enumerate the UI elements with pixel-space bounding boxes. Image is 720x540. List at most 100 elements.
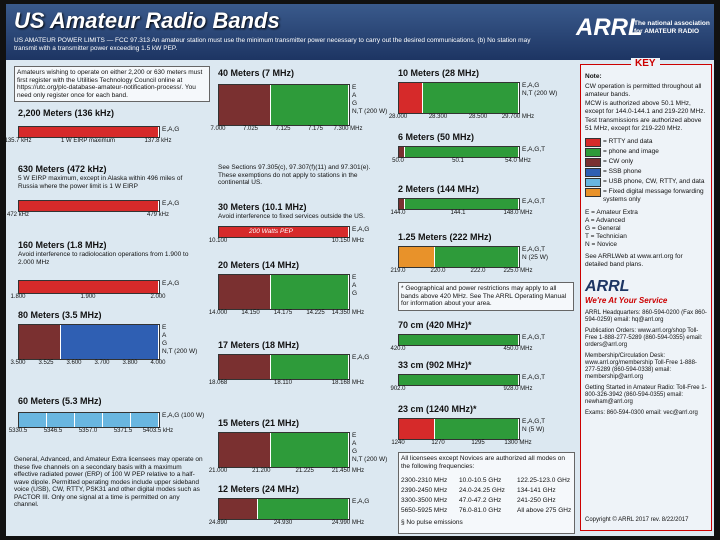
all-modes-cell: 24.0-24.25 GHz <box>459 487 505 494</box>
band-frequency: 24.930 <box>273 520 293 526</box>
band-frequency: 7.125 <box>275 126 291 132</box>
band-segment <box>399 147 404 157</box>
band-segment <box>399 83 422 113</box>
band-frequency: 1 W EIRP maximum <box>61 138 115 144</box>
key-note: Note: <box>585 73 602 80</box>
band-segment <box>423 83 518 113</box>
band-title: 12 Meters (24 MHz) <box>218 484 300 494</box>
all-modes-cell: All above 275 GHz <box>517 507 572 514</box>
band-frequency: 10.100 <box>208 238 228 244</box>
all-modes-cell: 122.25-123.0 GHz <box>517 477 571 484</box>
key-swatch <box>585 188 601 197</box>
band-frequency: 5346.5 <box>43 428 63 434</box>
key-swatch <box>585 158 601 167</box>
key-web: See ARRLWeb at www.arrl.org for detailed… <box>585 253 683 268</box>
band-frequency: 7.025 <box>242 126 259 132</box>
band-segment <box>399 335 518 345</box>
band-title: 15 Meters (21 MHz) <box>218 418 300 428</box>
band-privilege: E <box>352 274 357 281</box>
band-frequency: 21.000 <box>208 468 228 474</box>
band-frequency: 5330.5 <box>8 428 28 434</box>
band-privilege: E,A,G <box>352 354 370 361</box>
band-privilege: N,T (200 W) <box>352 108 388 115</box>
band-title: 80 Meters (3.5 MHz) <box>18 310 102 320</box>
key-note: Test transmissions are authorized above … <box>585 117 702 132</box>
band-title: 160 Meters (1.8 MHz) <box>18 240 107 250</box>
title: US Amateur Radio Bands <box>14 8 280 33</box>
key-panel: KEY Note: CW operation is permitted throu… <box>580 58 712 531</box>
band-segment <box>61 325 158 359</box>
band-frequency: 54.0 MHz <box>505 158 531 164</box>
band-frequency: 28.300 <box>428 114 448 120</box>
band-privilege: N,T (200 W) <box>162 348 198 355</box>
all-modes-footnote: § No pulse emissions <box>401 519 463 526</box>
band-frequency: 928.0 MHz <box>503 386 533 392</box>
band-frequency: 14.175 <box>273 310 293 316</box>
band-bar <box>398 146 520 158</box>
band-privilege: E,A,G,T <box>522 198 546 205</box>
band-frequency: 14.225 <box>306 310 325 316</box>
band-frequency: 3.800 <box>122 360 138 366</box>
band-frequency: 1.800 <box>10 294 26 300</box>
band-bar <box>18 280 160 294</box>
band-privilege: A <box>352 282 357 289</box>
band-privilege: E <box>162 324 167 331</box>
band-frequency: 18.110 <box>274 380 292 386</box>
registration-note: Amateurs wishing to operate on either 2,… <box>14 66 210 102</box>
band-title: 30 Meters (10.1 MHz) <box>218 202 307 212</box>
band-frequency: 10.150 MHz <box>331 238 365 244</box>
band-segment <box>399 375 518 385</box>
band-bar <box>398 82 520 114</box>
key-swatch <box>585 168 601 177</box>
all-modes-cell: 47.0-47.2 GHz <box>459 497 502 504</box>
band-segment <box>19 127 158 137</box>
band-privilege: E <box>352 84 357 91</box>
contact-name: ARRL <box>585 278 630 295</box>
band-bar <box>18 200 160 212</box>
band-privilege: N (5 W) <box>522 426 545 433</box>
band-bar <box>18 324 160 360</box>
key-class: N = Novice <box>585 241 617 248</box>
logo-tagline: The national association for AMATEUR RAD… <box>634 20 710 35</box>
band-bar <box>218 432 350 468</box>
contact-line: Getting Started in Amateur Radio: Toll-F… <box>585 385 707 405</box>
band-segment <box>19 325 60 359</box>
band-frequency: 3.700 <box>94 360 110 366</box>
band-frequency: 21.200 <box>252 468 271 474</box>
forty-meter-note: See Sections 97.305(c), 97.307(f)(11) an… <box>218 164 371 186</box>
band-frequency: 4.000 <box>150 360 166 366</box>
band-frequency: 24.990 MHz <box>331 520 365 526</box>
key-title: KEY <box>631 58 660 69</box>
band-frequency: 1300 MHz <box>504 440 532 446</box>
band-segment <box>219 355 270 379</box>
band-frequency: 18.168 MHz <box>331 380 365 386</box>
band-segment <box>219 275 270 309</box>
band-privilege: E,A,G <box>352 226 370 233</box>
band-title: 6 Meters (50 MHz) <box>398 132 475 142</box>
band-privilege: N (25 W) <box>522 254 548 261</box>
key-label: = Fixed digital message forwarding syste… <box>603 188 704 203</box>
band-privilege: E,A,G <box>352 498 370 505</box>
band-privilege: E,A,G,T <box>522 418 546 425</box>
band-bar <box>218 84 350 126</box>
band-frequency: 50.0 <box>392 158 404 164</box>
band-frequency: 225.0 MHz <box>503 268 533 274</box>
band-privilege: E,A,G,T <box>522 146 546 153</box>
band-frequency: 472 kHz <box>6 212 30 218</box>
contact-line: Exams: 860-594-0300 email: vec@arrl.org <box>585 410 698 416</box>
band-privilege: E,A,G <box>162 126 180 133</box>
band-title: 33 cm (902 MHz)* <box>398 360 472 370</box>
key-note: CW operation is permitted throughout all… <box>585 83 702 98</box>
band-privilege: E,A,G <box>522 82 540 89</box>
band-segment <box>219 227 348 237</box>
band-segment <box>435 419 518 439</box>
band-frequency: 21.450 MHz <box>331 468 365 474</box>
key-class: E = Amateur Extra <box>585 209 638 216</box>
contact-line: Publication Orders: www.arrl.org/shop To… <box>585 328 703 348</box>
band-segment <box>219 85 270 125</box>
key-class: G = General <box>585 225 621 232</box>
band-inner-label: 200 Watts PEP <box>249 228 293 235</box>
band-privilege: E,A,G,T <box>522 374 546 381</box>
band-title: 630 Meters (472 kHz) <box>18 164 107 174</box>
